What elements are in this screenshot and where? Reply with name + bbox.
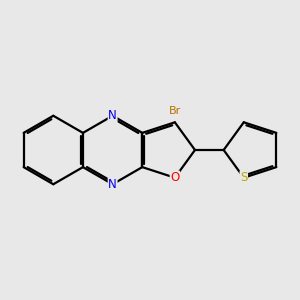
Text: O: O [170,171,179,184]
Text: N: N [108,109,117,122]
Text: N: N [108,178,117,191]
Text: Br: Br [169,106,181,116]
Text: S: S [240,171,247,184]
